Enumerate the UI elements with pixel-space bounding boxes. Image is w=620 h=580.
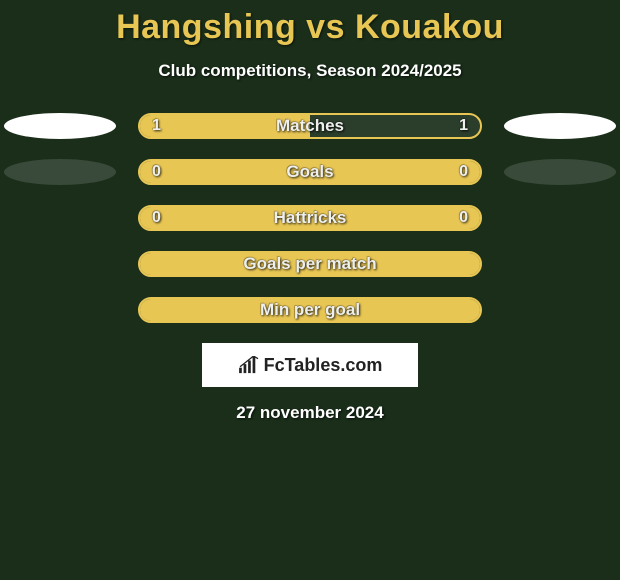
subtitle: Club competitions, Season 2024/2025: [0, 61, 620, 81]
left-marker-ellipse: [4, 159, 116, 185]
stat-label: Hattricks: [140, 208, 480, 228]
bars-icon: [238, 356, 260, 374]
stat-row: 0 Goals 0: [0, 159, 620, 185]
right-value: 0: [459, 163, 468, 181]
stat-label: Min per goal: [140, 300, 480, 320]
stat-row: 0 Hattricks 0: [0, 205, 620, 231]
right-value: 1: [459, 117, 468, 135]
right-marker-ellipse: [504, 159, 616, 185]
stat-label: Goals per match: [140, 254, 480, 274]
stat-bar: 0 Hattricks 0: [138, 205, 482, 231]
stat-row: Goals per match: [0, 251, 620, 277]
right-marker-ellipse: [504, 113, 616, 139]
stat-label: Matches: [140, 116, 480, 136]
stat-bar: Min per goal: [138, 297, 482, 323]
comparison-infographic: Hangshing vs Kouakou Club competitions, …: [0, 0, 620, 423]
stat-row: Min per goal: [0, 297, 620, 323]
stat-bar: 0 Goals 0: [138, 159, 482, 185]
stat-row: 1 Matches 1: [0, 113, 620, 139]
page-title: Hangshing vs Kouakou: [0, 8, 620, 47]
left-marker-ellipse: [4, 113, 116, 139]
date-label: 27 november 2024: [0, 403, 620, 423]
logo-text: FcTables.com: [264, 355, 383, 376]
stat-rows: 1 Matches 1 0 Goals 0 0 Hattricks 0: [0, 113, 620, 323]
stat-bar: 1 Matches 1: [138, 113, 482, 139]
stat-bar: Goals per match: [138, 251, 482, 277]
source-logo: FcTables.com: [202, 343, 418, 387]
stat-label: Goals: [140, 162, 480, 182]
right-value: 0: [459, 209, 468, 227]
